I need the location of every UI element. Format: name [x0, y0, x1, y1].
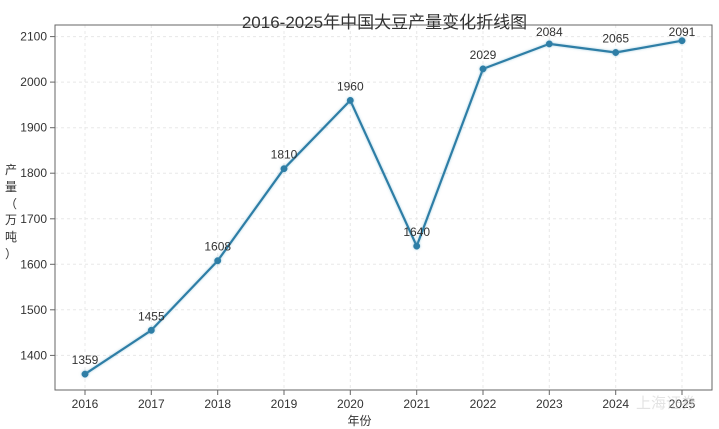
svg-text:2024: 2024 — [602, 397, 629, 411]
svg-text:1600: 1600 — [20, 257, 47, 271]
svg-text:1640: 1640 — [403, 225, 430, 239]
svg-text:2000: 2000 — [20, 75, 47, 89]
svg-text:1359: 1359 — [72, 353, 99, 367]
svg-text:2029: 2029 — [470, 48, 497, 62]
svg-text:1900: 1900 — [20, 121, 47, 135]
svg-text:1700: 1700 — [20, 212, 47, 226]
svg-text:2022: 2022 — [470, 397, 497, 411]
svg-text:2065: 2065 — [602, 32, 629, 46]
svg-text:1960: 1960 — [337, 79, 364, 93]
svg-text:1608: 1608 — [204, 240, 231, 254]
svg-text:1500: 1500 — [20, 303, 47, 317]
svg-text:2016: 2016 — [72, 397, 99, 411]
svg-text:1400: 1400 — [20, 348, 47, 362]
svg-text:1455: 1455 — [138, 309, 165, 323]
svg-text:1810: 1810 — [271, 148, 298, 162]
svg-text:2020: 2020 — [337, 397, 364, 411]
svg-text:2021: 2021 — [403, 397, 430, 411]
svg-text:2019: 2019 — [271, 397, 298, 411]
svg-text:2018: 2018 — [204, 397, 231, 411]
svg-text:2017: 2017 — [138, 397, 165, 411]
svg-text:2023: 2023 — [536, 397, 563, 411]
svg-text:1800: 1800 — [20, 166, 47, 180]
